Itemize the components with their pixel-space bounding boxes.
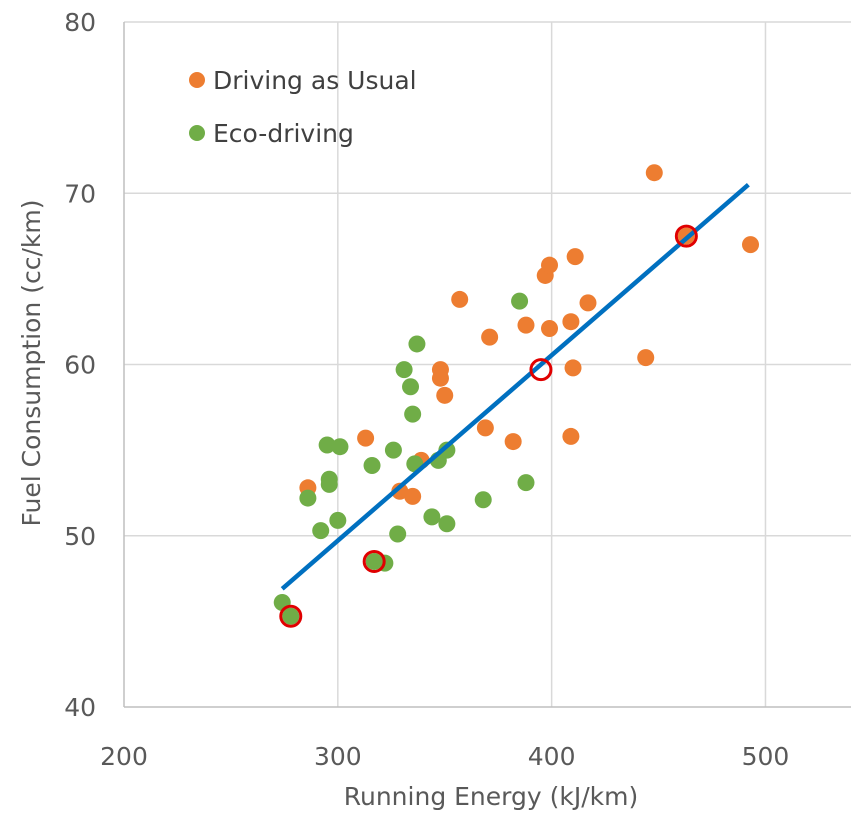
- data-point-eco-driving: [384, 441, 402, 459]
- highlight-ring: [279, 604, 303, 628]
- data-point-eco-driving: [517, 474, 535, 492]
- y-tick-label: 40: [64, 693, 96, 722]
- legend: Driving as Usual Eco-driving: [189, 66, 417, 148]
- data-point-driving-as-usual: [404, 487, 422, 505]
- data-point-driving-as-usual: [541, 320, 559, 338]
- highlighted-points: [279, 224, 698, 628]
- data-point-driving-as-usual: [566, 248, 584, 266]
- legend-marker-driving-as-usual: [189, 72, 205, 88]
- trendline-layer: [280, 182, 750, 591]
- data-point-driving-as-usual: [431, 369, 449, 387]
- data-point-eco-driving: [438, 441, 456, 459]
- trendline: [280, 182, 750, 591]
- data-point-eco-driving: [423, 508, 441, 526]
- x-tick-label: 500: [742, 742, 790, 771]
- data-point-eco-driving: [320, 475, 338, 493]
- data-point-eco-driving: [395, 361, 413, 379]
- data-point-eco-driving: [312, 522, 330, 540]
- highlight-ring: [674, 224, 698, 248]
- data-points: [273, 164, 760, 625]
- data-point-driving-as-usual: [742, 236, 760, 254]
- data-point-eco-driving: [331, 438, 349, 456]
- data-point-eco-driving: [282, 607, 300, 625]
- data-point-eco-driving: [299, 489, 317, 507]
- data-point-driving-as-usual: [564, 359, 582, 377]
- data-point-eco-driving: [318, 436, 336, 454]
- data-point-driving-as-usual: [637, 349, 655, 367]
- data-point-driving-as-usual: [391, 482, 409, 500]
- highlight-ring: [362, 549, 386, 573]
- gridlines: [124, 21, 851, 707]
- x-tick-label: 400: [528, 742, 576, 771]
- data-point-eco-driving: [363, 457, 381, 475]
- y-tick-label: 80: [64, 8, 96, 37]
- data-point-driving-as-usual: [517, 316, 535, 334]
- data-point-eco-driving: [389, 525, 407, 543]
- data-point-eco-driving: [474, 491, 492, 509]
- data-point-driving-as-usual: [645, 164, 663, 182]
- legend-label-driving-as-usual: Driving as Usual: [213, 66, 417, 95]
- data-point-driving-as-usual: [357, 429, 375, 447]
- data-point-driving-as-usual: [436, 386, 454, 404]
- y-tick-label: 70: [64, 179, 96, 208]
- data-point-driving-as-usual: [562, 427, 580, 445]
- legend-marker-eco-driving: [189, 125, 205, 141]
- data-point-driving-as-usual: [579, 294, 597, 312]
- x-tick-label: 200: [100, 742, 148, 771]
- data-point-driving-as-usual: [541, 256, 559, 274]
- axes: [123, 22, 851, 708]
- data-point-eco-driving: [408, 335, 426, 353]
- data-point-eco-driving: [438, 515, 456, 533]
- data-point-eco-driving: [329, 511, 347, 529]
- highlight-ring: [529, 358, 553, 382]
- data-point-driving-as-usual: [476, 419, 494, 437]
- data-point-eco-driving: [511, 292, 529, 310]
- data-point-driving-as-usual: [481, 328, 499, 346]
- data-point-driving-as-usual: [451, 290, 469, 308]
- y-tick-label: 60: [64, 351, 96, 380]
- tick-labels: 40 50 60 70 80 200 300 400 500: [64, 8, 789, 771]
- data-point-eco-driving: [402, 378, 420, 396]
- data-point-driving-as-usual: [562, 313, 580, 331]
- y-axis-title: Fuel Consumption (cc/km): [17, 200, 46, 527]
- x-axis-title: Running Energy (kJ/km): [344, 782, 638, 811]
- data-point-eco-driving: [404, 405, 422, 423]
- x-tick-label: 300: [314, 742, 362, 771]
- data-point-driving-as-usual: [504, 433, 522, 451]
- y-tick-label: 50: [64, 522, 96, 551]
- legend-label-eco-driving: Eco-driving: [213, 119, 354, 148]
